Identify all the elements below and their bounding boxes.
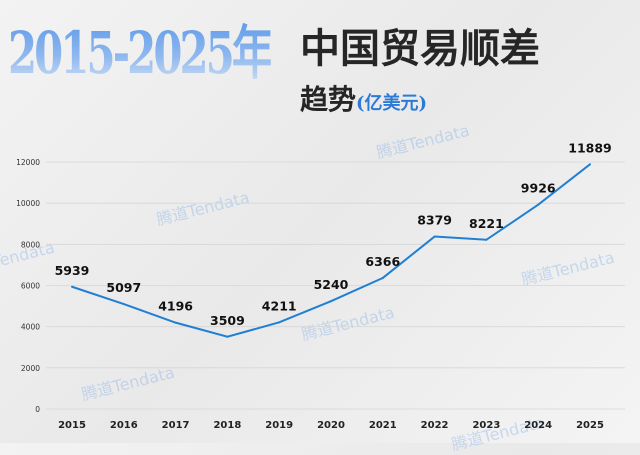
data-point — [589, 163, 591, 166]
data-label: 8221 — [469, 216, 504, 231]
x-tick-label: 2021 — [369, 420, 397, 431]
y-tick-label: 0 — [35, 405, 40, 414]
x-tick-label: 2024 — [524, 420, 552, 431]
line-chart: 0 2000 4000 6000 8000 10000 12000 2015 2016 2017 2… — [16, 140, 625, 431]
x-tick-label: 2019 — [265, 420, 293, 431]
data-label: 9926 — [521, 181, 556, 196]
x-tick-label: 2023 — [472, 420, 500, 431]
x-tick-label: 2017 — [162, 420, 190, 431]
data-label: 4211 — [262, 298, 297, 313]
x-tick-label: 2022 — [421, 420, 449, 431]
data-point — [226, 335, 229, 338]
data-point — [433, 235, 436, 238]
data-point — [278, 321, 281, 324]
y-tick-label: 10000 — [16, 199, 40, 208]
data-point — [122, 303, 125, 306]
data-point — [71, 285, 73, 288]
y-tick-label: 6000 — [21, 282, 40, 291]
title-sub-text: 趋势 — [300, 83, 357, 116]
y-tick-label: 8000 — [21, 240, 40, 249]
data-point — [485, 238, 488, 241]
x-tick-label: 2018 — [213, 420, 241, 431]
data-label: 5097 — [106, 280, 141, 295]
data-label: 8379 — [417, 213, 452, 228]
data-label: 5939 — [55, 263, 90, 278]
title-main: 中国贸易顺差 — [300, 25, 540, 72]
data-label: 5240 — [314, 277, 349, 292]
x-tick-label: 2016 — [110, 420, 138, 431]
x-tick-label: 2025 — [576, 420, 604, 431]
data-label: 4196 — [158, 299, 193, 314]
data-point — [537, 203, 540, 206]
series-line — [71, 163, 591, 338]
y-tick-label: 12000 — [16, 158, 40, 167]
title-sub: 趋势(亿美元) — [300, 78, 427, 118]
x-tick-label: 2015 — [58, 420, 86, 431]
x-tick-label: 2020 — [317, 420, 345, 431]
data-point — [381, 276, 384, 279]
data-label: 6366 — [365, 254, 400, 269]
data-label: 11889 — [568, 140, 612, 155]
title-year-range: 2015-2025年 — [8, 6, 274, 90]
y-tick-label: 2000 — [21, 364, 40, 373]
data-point — [330, 300, 332, 303]
title-unit: (亿美元) — [356, 93, 428, 114]
data-point — [174, 321, 177, 324]
y-tick-label: 4000 — [21, 323, 40, 332]
data-label: 3509 — [210, 313, 245, 328]
